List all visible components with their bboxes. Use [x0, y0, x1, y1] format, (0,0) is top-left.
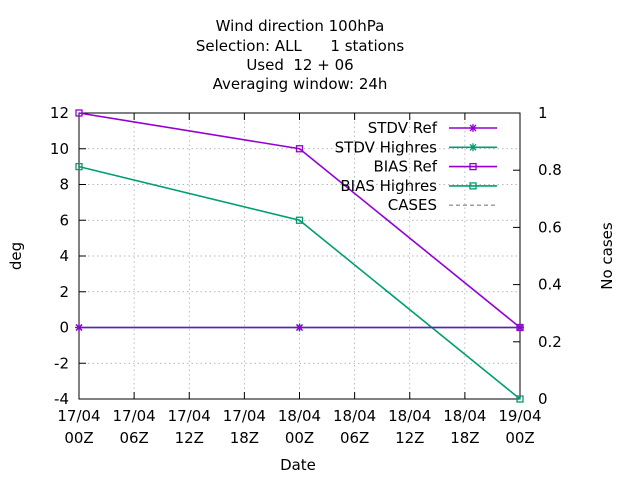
marker-star — [295, 323, 304, 332]
x-tick-label-date: 18/04 — [333, 407, 376, 425]
y2-tick-label: 0.8 — [538, 161, 562, 179]
x-tick-label-hour: 00Z — [505, 429, 534, 447]
legend-label-cases: CASES — [388, 196, 437, 214]
legend-marker — [469, 182, 477, 190]
y2-tick-label: 0.2 — [538, 333, 562, 351]
x-tick-label-hour: 00Z — [285, 429, 314, 447]
y-tick-label: 8 — [59, 176, 69, 194]
data-point-stdv-ref — [75, 323, 83, 332]
x-tick-label-date: 17/04 — [223, 407, 266, 425]
x-tick-label-date: 17/04 — [57, 407, 100, 425]
data-point-bias-highres — [75, 162, 83, 171]
legend-label-stdv-highres: STDV Highres — [335, 138, 438, 156]
marker-star — [75, 323, 83, 332]
y2-tick-label: 0 — [538, 390, 548, 408]
y-tick-label: -2 — [54, 354, 69, 372]
data-point-bias-ref — [75, 109, 83, 117]
x-tick-label-date: 18/04 — [278, 407, 321, 425]
x-tick-label-hour: 06Z — [340, 429, 369, 447]
title-line-1: Wind direction 100hPa — [215, 17, 385, 35]
legend-label-bias-ref: BIAS Ref — [373, 158, 437, 176]
x-tick-label-hour: 12Z — [395, 429, 424, 447]
y2-tick-label: 1 — [538, 104, 548, 122]
y-tick-label: 4 — [59, 247, 69, 265]
series-line-bias-ref — [78, 112, 521, 329]
x-tick-label-date: 17/04 — [168, 407, 211, 425]
grid-lines — [79, 113, 520, 399]
x-tick-label-date: 19/04 — [498, 407, 541, 425]
x-tick-label-hour: 18Z — [450, 429, 479, 447]
x-tick-label-date: 18/04 — [443, 407, 486, 425]
x-tick-label-hour: 06Z — [119, 429, 148, 447]
title-line-2: Selection: ALL 1 stations — [195, 37, 405, 55]
data-point-stdv-ref — [516, 323, 524, 332]
y-tick-label: 10 — [50, 140, 69, 158]
title-line-3: Used 12 + 06 — [246, 56, 354, 74]
axis-ticks: -4 -2 0 2 4 6 8 10 12 0 0.2 0.4 0.6 0.8 1 17/04 00Z 17/04… — [50, 104, 562, 447]
y-tick-label: 0 — [59, 319, 69, 337]
legend-marker — [469, 162, 477, 171]
data-point-bias-highres — [295, 216, 304, 224]
data-point-bias-ref — [295, 145, 304, 153]
legend-marker — [469, 143, 477, 152]
y-tick-label: 6 — [59, 211, 69, 229]
y2-axis-label: No cases — [598, 222, 616, 290]
marker-star — [469, 143, 477, 152]
x-tick-label-date: 18/04 — [388, 407, 431, 425]
x-axis-label: Date — [280, 456, 316, 474]
y2-tick-label: 0.6 — [538, 218, 562, 236]
x-tick-label-hour: 12Z — [175, 429, 204, 447]
y-tick-label: 12 — [50, 104, 69, 122]
legend-marker — [469, 124, 477, 132]
legend-label-stdv-ref: STDV Ref — [368, 119, 438, 137]
y2-tick-label: 0.4 — [538, 276, 562, 294]
y-axis-label: deg — [7, 242, 25, 270]
x-tick-label-hour: 00Z — [64, 429, 93, 447]
x-tick-label-hour: 18Z — [230, 429, 259, 447]
series-line-bias-highres — [78, 165, 521, 400]
data-point-stdv-ref — [295, 323, 304, 332]
marker-star — [516, 323, 524, 332]
legend-label-bias-highres: BIAS Highres — [340, 177, 437, 195]
x-tick-label-date: 17/04 — [113, 407, 156, 425]
title-line-4: Averaging window: 24h — [212, 75, 388, 93]
y-tick-label: 2 — [59, 283, 69, 301]
marker-star — [469, 124, 477, 132]
series-lines — [75, 109, 524, 403]
data-point-bias-highres — [516, 395, 524, 403]
y-tick-label: -4 — [54, 390, 69, 408]
